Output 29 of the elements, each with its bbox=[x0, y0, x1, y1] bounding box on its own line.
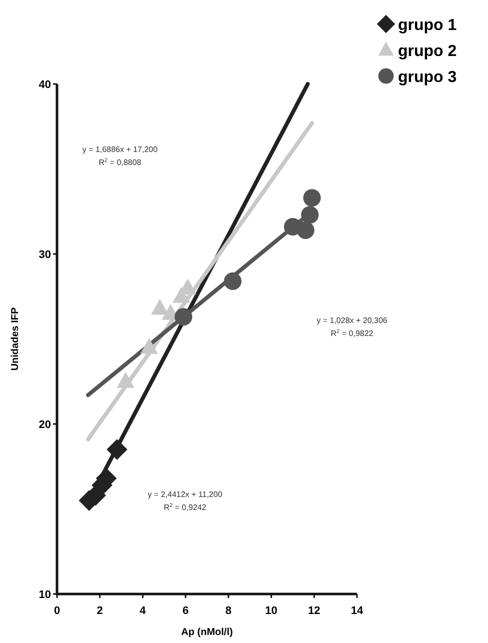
y-tick-label: 20 bbox=[38, 419, 51, 431]
x-tick-label: 14 bbox=[350, 605, 364, 617]
x-tick-label: 2 bbox=[96, 605, 103, 617]
x-tick-label: 8 bbox=[225, 605, 232, 617]
x-tick-label: 0 bbox=[54, 605, 60, 617]
point bbox=[296, 221, 314, 239]
y-axis-title: Unidades IFP bbox=[10, 307, 21, 371]
x-tick-label: 12 bbox=[308, 605, 320, 617]
point bbox=[224, 272, 242, 290]
point bbox=[174, 308, 192, 326]
x-tick-label: 10 bbox=[265, 605, 278, 617]
annotation: y = 1,6886x + 17,200 bbox=[82, 145, 158, 154]
annotation: R$^{2}$ = 0,9242 bbox=[164, 503, 207, 512]
legend-label: grupo 1 bbox=[398, 17, 457, 34]
point bbox=[301, 206, 319, 224]
x-tick-label: 6 bbox=[182, 605, 189, 617]
annotation: y = 2,4412x + 11,200 bbox=[148, 490, 223, 499]
point bbox=[303, 189, 321, 207]
annotation: y = 1,028x + 20,306 bbox=[316, 316, 388, 325]
legend-label: grupo 3 bbox=[398, 69, 457, 86]
x-tick-label: 4 bbox=[140, 605, 147, 617]
annotation: R$^{2}$ = 0,9822 bbox=[330, 329, 374, 338]
point bbox=[106, 439, 128, 460]
y-tick-label: 40 bbox=[38, 79, 51, 91]
legend-label: grupo 2 bbox=[398, 43, 457, 60]
y-tick-label: 10 bbox=[38, 589, 51, 601]
y-tick-label: 30 bbox=[38, 249, 51, 261]
annotation: R$^{2}$ = 0,8808 bbox=[98, 158, 142, 167]
x-axis-title: Ap (nMol/l) bbox=[181, 627, 233, 638]
